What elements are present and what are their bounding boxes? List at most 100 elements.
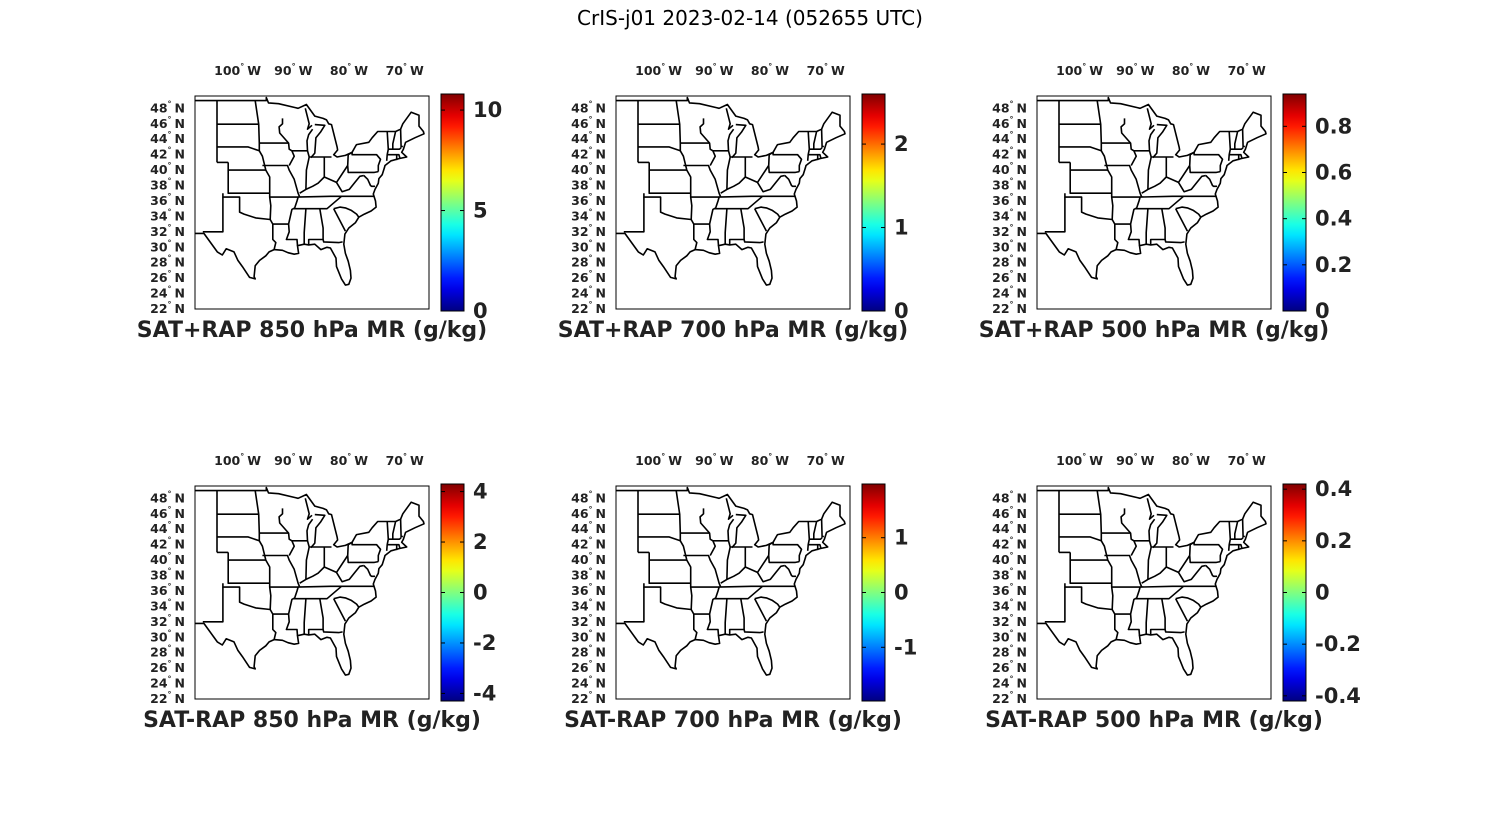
state-border [1147, 156, 1152, 190]
state-border [202, 197, 224, 233]
panel-title: SAT+RAP 850 hPa MR (g/kg) [136, 318, 488, 343]
map-frame [615, 95, 851, 310]
state-border [725, 498, 734, 521]
figure-title: CrIS-j01 2023-02-14 (052655 UTC) [577, 6, 923, 30]
lat-tick-label: 48° N [992, 99, 1027, 115]
state-border [1044, 197, 1066, 233]
lon-tick-label: 100° W [1056, 62, 1103, 78]
state-border [1188, 555, 1221, 564]
lat-tick-label: 24° N [571, 675, 606, 691]
state-border [806, 521, 811, 551]
colorbar-tick-label: -4 [473, 681, 496, 705]
state-border [1149, 598, 1166, 635]
lon-tick-label: 70° W [807, 62, 845, 78]
colorbar [861, 93, 886, 312]
colorbar-tick-label: 0.2 [1315, 529, 1352, 553]
state-border [744, 544, 770, 574]
state-border [285, 586, 299, 636]
lat-tick-label: 42° N [571, 146, 606, 162]
state-border [1152, 513, 1168, 549]
state-border [812, 521, 818, 540]
state-border [335, 564, 364, 583]
lat-tick-label: 44° N [150, 520, 185, 536]
lat-tick-label: 26° N [992, 659, 1027, 675]
map-axes: 100° W 90° W 80° W 70° W 48° N46° N44° N42° N40° N38°… [992, 62, 1352, 323]
state-border [767, 555, 800, 564]
map-frame [1036, 95, 1272, 310]
lat-tick-label: 22° N [571, 690, 606, 706]
state-border [322, 239, 343, 244]
state-border [724, 208, 728, 245]
lat-tick-label: 46° N [150, 115, 185, 131]
coastline [195, 486, 425, 676]
state-border [726, 546, 731, 580]
state-border [310, 123, 326, 159]
state-border [1148, 518, 1156, 548]
state-border [323, 544, 349, 574]
lat-tick-label: 22° N [571, 300, 606, 316]
lat-tick-label: 44° N [571, 520, 606, 536]
lat-tick-label: 24° N [571, 285, 606, 301]
lon-tick-label: 100° W [214, 452, 261, 468]
lon-tick-label: 70° W [1228, 62, 1266, 78]
state-border [638, 146, 681, 152]
state-border [1145, 208, 1149, 245]
lon-tick-label: 80° W [751, 62, 789, 78]
state-border [753, 598, 768, 622]
lat-tick-label: 38° N [571, 177, 606, 193]
lat-tick-label: 26° N [992, 269, 1027, 285]
state-border [332, 598, 347, 622]
state-border [767, 165, 800, 174]
state-border [1069, 170, 1112, 194]
state-border [347, 541, 382, 562]
state-border [1120, 118, 1137, 166]
lat-tick-label: 42° N [150, 146, 185, 162]
state-border [1241, 519, 1246, 538]
lon-tick-label: 80° W [1172, 452, 1210, 468]
map-lines [195, 96, 425, 286]
state-border [305, 156, 310, 190]
state-border [1229, 543, 1240, 551]
colorbar-tick-label: 0 [473, 581, 488, 605]
colorbar-tick-label: 1 [894, 216, 909, 240]
state-border [391, 521, 397, 540]
state-border [743, 629, 764, 634]
state-border [806, 131, 811, 161]
lon-tick-label: 90° W [1116, 62, 1154, 78]
map-panel-sat-minus-rap-500: 100° W 90° W 80° W 70° W 48° N 46° N 44° N 42° N 40° N 38°… [967, 452, 1387, 790]
state-border [754, 596, 781, 608]
lat-tick-label: 36° N [571, 192, 606, 208]
state-border [820, 519, 825, 538]
map-lines [616, 486, 846, 676]
state-border [310, 513, 326, 549]
lat-tick-label: 24° N [992, 285, 1027, 301]
state-border [399, 519, 404, 538]
state-border [333, 596, 360, 608]
state-border [1230, 147, 1244, 150]
lat-tick-label: 48° N [150, 489, 185, 505]
lon-tick-label: 100° W [214, 62, 261, 78]
lat-tick-label: 36° N [150, 192, 185, 208]
state-border [717, 195, 795, 198]
state-border [817, 153, 822, 159]
state-border [726, 156, 731, 190]
map-axes: 100° W 90° W 80° W 70° W 48° N46° N44° N42° N40° N38°… [150, 452, 496, 706]
lat-tick-label: 36° N [571, 582, 606, 598]
state-border [1174, 208, 1189, 232]
state-border [299, 157, 326, 194]
state-border [683, 164, 722, 198]
state-border [1189, 541, 1224, 562]
state-border [333, 206, 360, 218]
lat-tick-label: 22° N [992, 300, 1027, 316]
state-border [754, 206, 781, 218]
colorbar [440, 93, 465, 312]
state-border [753, 208, 768, 232]
lat-tick-label: 44° N [992, 130, 1027, 146]
state-border [296, 585, 374, 588]
lat-tick-label: 26° N [150, 269, 185, 285]
state-border [1069, 560, 1112, 584]
lat-tick-label: 48° N [571, 99, 606, 115]
lat-tick-label: 42° N [150, 536, 185, 552]
state-border [1138, 195, 1216, 198]
